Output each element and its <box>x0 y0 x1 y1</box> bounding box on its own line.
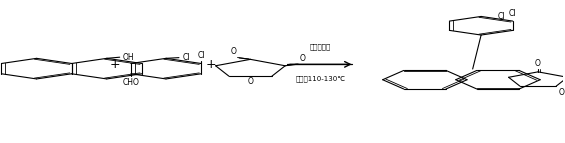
Text: +: + <box>206 58 216 71</box>
Text: 对甲苯磺酸: 对甲苯磺酸 <box>310 43 331 50</box>
Text: Cl: Cl <box>509 9 516 18</box>
Text: OH: OH <box>123 53 134 62</box>
Text: O: O <box>299 54 305 63</box>
Text: Cl: Cl <box>498 12 506 21</box>
Text: CHO: CHO <box>123 78 140 87</box>
Text: +: + <box>110 58 121 71</box>
Text: O: O <box>559 88 565 97</box>
Text: Cl: Cl <box>183 53 190 62</box>
Text: O: O <box>231 47 237 56</box>
Text: 溶剤，110-130℃: 溶剤，110-130℃ <box>295 76 346 82</box>
Text: O: O <box>247 77 253 86</box>
Text: O: O <box>535 59 541 68</box>
Text: Cl: Cl <box>197 51 205 60</box>
